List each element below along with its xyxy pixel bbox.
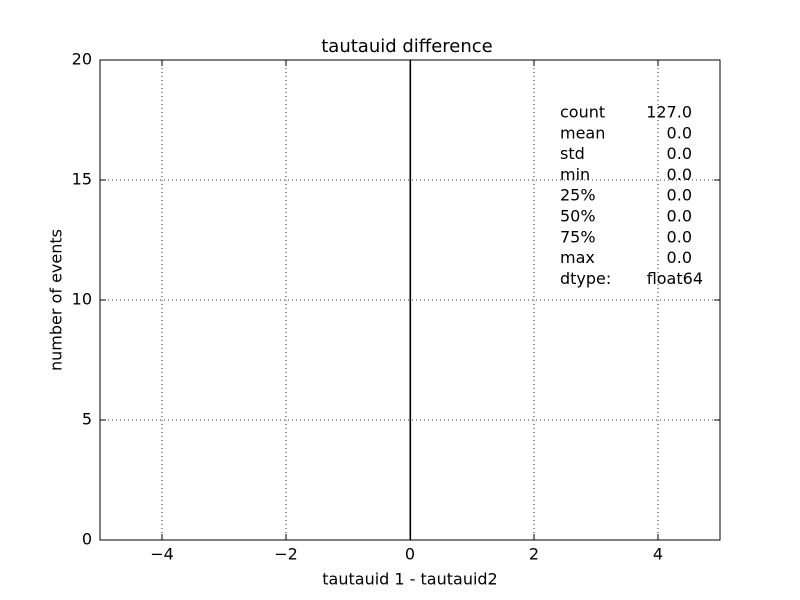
stat-value: float64 xyxy=(647,269,703,288)
plot-frame xyxy=(99,59,721,541)
stat-value: 127.0 xyxy=(646,103,692,122)
stat-name: min xyxy=(560,165,590,184)
y-tick-label: 10 xyxy=(72,290,92,309)
bar xyxy=(409,60,412,540)
stat-value: 0.0 xyxy=(667,207,692,226)
stat-value: 0.0 xyxy=(667,165,692,184)
x-tick-label: 2 xyxy=(529,545,539,564)
stat-name: 50% xyxy=(560,207,596,226)
stat-value: 0.0 xyxy=(667,123,692,142)
stat-name: 75% xyxy=(560,227,596,246)
x-tick-label: 0 xyxy=(405,545,415,564)
y-tick-label: 20 xyxy=(72,50,92,69)
stat-value: 0.0 xyxy=(667,248,692,267)
stat-name: dtype: xyxy=(560,269,611,288)
stat-value: 0.0 xyxy=(667,227,692,246)
x-tick-label: 4 xyxy=(653,545,663,564)
chart-title: tautauid difference xyxy=(321,36,493,57)
y-tick-label: 0 xyxy=(82,530,92,549)
y-tick-label: 15 xyxy=(72,170,92,189)
stats-box: count 127.0 mean 0.0 std 0.0 min 0.0 25% 0.0 50% 0.… xyxy=(560,103,703,288)
stat-name: std xyxy=(560,144,585,163)
stat-name: count xyxy=(560,103,605,122)
y-tick-label: 5 xyxy=(82,410,92,429)
x-tick-label: −2 xyxy=(274,545,298,564)
x-axis-label: tautauid 1 - tautauid2 xyxy=(322,570,497,589)
stat-name: max xyxy=(560,248,595,267)
stat-name: 25% xyxy=(560,186,596,205)
stat-value: 0.0 xyxy=(667,144,692,163)
stat-name: mean xyxy=(560,123,605,142)
ticks: −4 −2 0 2 4 0 5 10 15 20 xyxy=(72,50,720,564)
histogram xyxy=(409,60,412,540)
stat-value: 0.0 xyxy=(667,186,692,205)
x-tick-label: −4 xyxy=(150,545,174,564)
y-axis-label: number of events xyxy=(47,229,66,371)
